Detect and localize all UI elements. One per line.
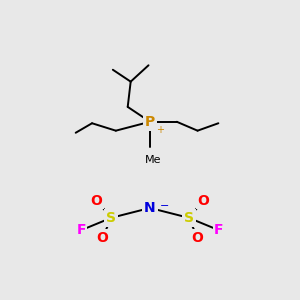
Text: +: + [156,125,164,135]
Text: Me: Me [145,154,161,164]
Text: O: O [198,194,209,208]
Text: N: N [144,201,156,215]
Text: F: F [76,223,86,237]
Text: O: O [91,194,102,208]
Text: O: O [97,231,108,245]
Text: O: O [192,231,203,245]
Text: S: S [106,211,116,225]
Text: S: S [184,211,194,225]
Text: −: − [160,202,169,212]
Text: F: F [214,223,224,237]
Text: P: P [145,115,155,129]
